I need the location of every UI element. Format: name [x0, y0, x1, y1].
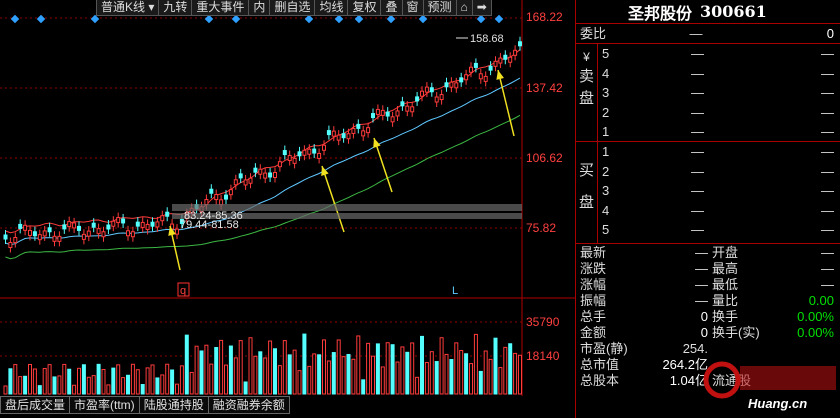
tab-margin[interactable]: 融资融券余额 [208, 396, 290, 414]
weibi-dash: — [689, 26, 703, 41]
jiuzhuan-button[interactable]: 九转 [159, 0, 193, 15]
sell-level-4: 4— — [602, 65, 834, 81]
sell-side-label: ¥ 卖 盘 [576, 44, 598, 141]
weibi-row: 委比 — 0 [576, 24, 840, 44]
watermark-logo [703, 361, 836, 399]
overlay-button[interactable]: 叠 [381, 0, 403, 15]
home-icon[interactable]: ⌂ [457, 0, 473, 15]
stock-title: 圣邦股份 300661 [576, 0, 840, 24]
stock-code: 300661 [700, 2, 767, 21]
sell-level-1: 1— — [602, 124, 834, 139]
range-label-top: 83.24-85.36 [184, 210, 243, 222]
price-label-top: 168.22 [526, 10, 563, 24]
inner-button[interactable]: 内 [249, 0, 271, 15]
buy-level-3: 3— — [602, 183, 834, 198]
watermark-text: Huang.cn [748, 396, 808, 411]
stat-row-market-cap: 总市值 264.2亿 [580, 357, 708, 372]
volume-bars [3, 333, 522, 395]
stat-row-latest: 最新 — 开盘 — [580, 245, 834, 260]
sell-book: ¥ 卖 盘 5— — 4— — 3— — 2— — 1— — [576, 44, 840, 142]
tab-pe-ttm[interactable]: 市盈率(ttm) [70, 396, 140, 414]
remove-watchlist-button[interactable]: 删自选 [270, 0, 316, 15]
candlesticks [3, 36, 522, 253]
ma-button[interactable]: 均线 [315, 0, 349, 15]
kline-type-select[interactable]: 普通K线 ▾ [97, 0, 160, 15]
stat-row-amount: 金额 0 换手(实) 0.00% [580, 325, 834, 340]
moving-average-lines [5, 49, 521, 260]
major-events-button[interactable]: 重大事件 [192, 0, 250, 15]
stock-name: 圣邦股份 [628, 3, 693, 23]
buy-side-label: 买 盘 [576, 142, 598, 243]
forecast-button[interactable]: 预测 [424, 0, 457, 15]
chart-toolbar: 普通K线 ▾ 九转 重大事件 内 删自选 均线 复权 叠 窗 预测 ⌂ ➡ [96, 0, 492, 16]
buy-level-2: 2— — [602, 163, 834, 179]
annotation-arrows [168, 69, 515, 271]
event-l-label: L [452, 285, 458, 297]
high-price-label: 158.68 [470, 33, 504, 45]
buy-level-5: 5— — [602, 222, 834, 237]
stat-row-pct: 涨幅 — 最低 — [580, 277, 834, 292]
volume-label-top: 35790 [526, 315, 560, 329]
tab-northbound[interactable]: 陆股通持股 [139, 396, 209, 414]
window-button[interactable]: 窗 [403, 0, 424, 15]
quote-panel: 圣邦股份 300661 委比 — 0 ¥ 卖 盘 5— — 4— — 3— — 2— —… [575, 0, 840, 418]
stat-row-amplitude: 振幅 — 量比 0.00 [580, 293, 834, 308]
kline-chart[interactable]: 168.22 137.42 106.62 75.82 35790 18140 1… [0, 0, 575, 418]
sell-level-5: 5— — [602, 46, 834, 61]
stat-row-change: 涨跌 — 最高 — [580, 261, 834, 276]
weibi-value: 0 [826, 26, 834, 41]
price-label-2: 137.42 [526, 81, 563, 95]
price-label-4: 75.82 [526, 221, 556, 235]
sell-level-2: 2— — [602, 104, 834, 120]
indicator-tabs: 盘后成交量 市盈率(ttm) 陆股通持股 融资融券余额 [0, 396, 290, 414]
price-label-3: 106.62 [526, 151, 563, 165]
adjust-button[interactable]: 复权 [348, 0, 382, 15]
buy-level-4: 4— — [602, 202, 834, 218]
quote-stats: 最新 — 开盘 — 涨跌 — 最高 — 涨幅 — 最低 — 振幅 — 量比 0.00 总手 0 换手 0.00… [576, 244, 840, 389]
tab-volume[interactable]: 盘后成交量 [0, 396, 71, 414]
sell-level-3: 3— — [602, 85, 834, 100]
stat-row-volume: 总手 0 换手 0.00% [580, 309, 834, 324]
event-markers [10, 14, 504, 24]
chart-grid [0, 0, 575, 396]
stat-row-pe: 市盈(静) 254. [580, 341, 708, 356]
buy-level-1: 1— — [602, 144, 834, 159]
event-q-marker[interactable] [177, 282, 190, 297]
event-q-label: q [180, 285, 186, 297]
forward-icon[interactable]: ➡ [476, 0, 487, 14]
volume-label-mid: 18140 [526, 349, 560, 363]
weibi-label: 委比 [580, 26, 607, 41]
range-label-bottom: 79.44-81.58 [180, 219, 239, 231]
buy-book: 买 盘 1— — 2— — 3— — 4— — 5— — [576, 142, 840, 244]
